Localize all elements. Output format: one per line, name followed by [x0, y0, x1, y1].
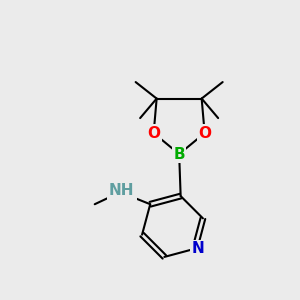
Text: NH: NH — [109, 183, 134, 198]
Text: N: N — [191, 241, 204, 256]
Text: B: B — [173, 147, 185, 162]
Text: O: O — [147, 126, 160, 141]
Text: O: O — [198, 126, 211, 141]
